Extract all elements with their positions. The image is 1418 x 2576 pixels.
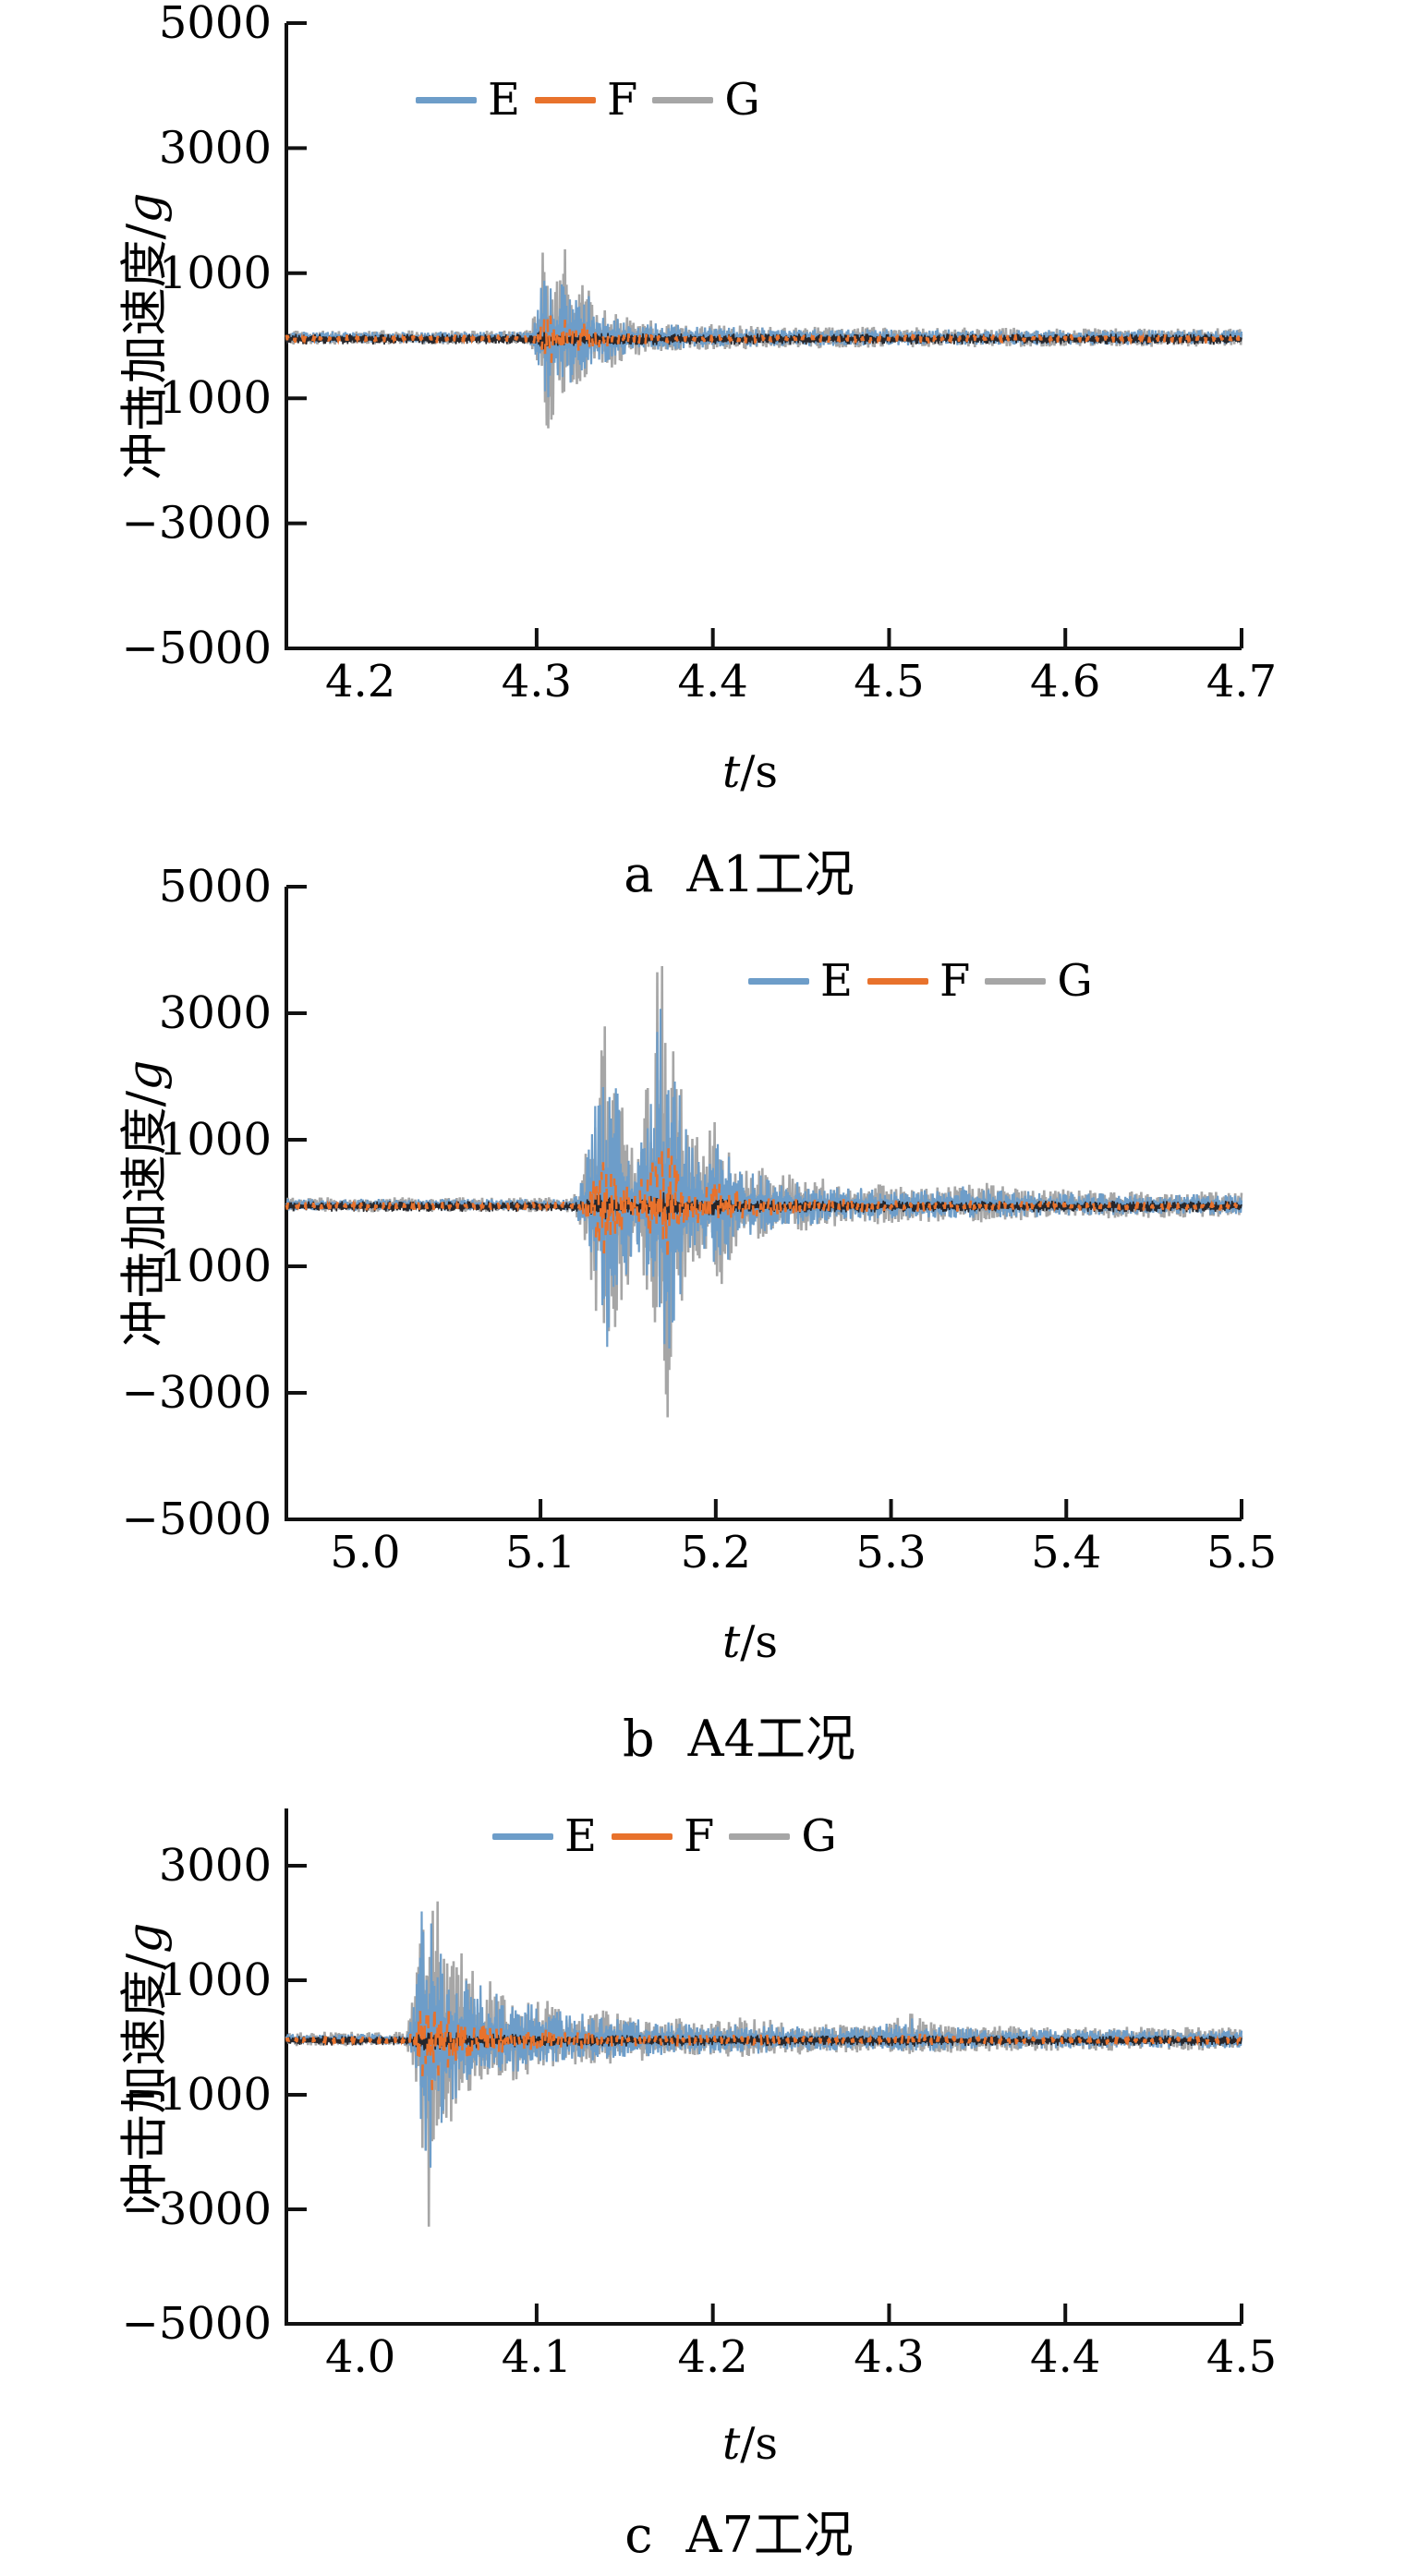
legend-line-F-icon [535,96,597,103]
x-tick-label: 4.2 [325,656,395,707]
legend-label-F: F [607,74,638,126]
y-tick-label: −3000 [122,2183,272,2235]
x-axis-title: t/s [721,746,779,798]
legend-label-F: F [684,1810,715,1862]
legend: E F G [748,955,1108,1007]
legend-line-F-icon [867,977,929,985]
x-axis-title: t/s [721,2418,779,2470]
y-tick-label: 1000 [159,1954,272,2006]
y-tick-label: −3000 [122,498,272,550]
y-tick-label: −1000 [122,2069,272,2121]
x-tick-label: 4.7 [1206,656,1277,707]
x-tick-label: 5.4 [1031,1527,1101,1578]
y-tick-label: 3000 [159,122,272,174]
caption-a: a A1工况 [624,845,854,903]
legend-label-G: G [801,1810,837,1862]
x-tick-label: 4.3 [854,2331,924,2383]
y-tick-label: −1000 [122,372,272,424]
y-tick-label: 1000 [159,248,272,299]
legend-label-E: E [488,74,521,126]
x-tick-label: 4.5 [854,656,924,707]
chart-b: 5000 3000 1000 −1000 −3000 −5000 5.0 5.1 5.2 5.3 5… [122,861,1278,1578]
legend: E F G [416,74,775,126]
y-axis-title: 冲击加速度/g [117,1059,174,1348]
y-tick-label: 5000 [159,861,272,913]
legend-line-E-icon [492,1832,553,1840]
x-tick-label: 4.4 [1030,2331,1100,2383]
x-tick-label: 5.2 [681,1527,751,1578]
y-tick-label: 3000 [159,987,272,1039]
legend-label-G: G [724,74,760,126]
y-axis-title: 冲击加速度/g [117,1922,174,2210]
y-tick-label: 1000 [159,1114,272,1166]
y-axis-title: 冲击加速度/g [117,192,174,480]
legend-label-F: F [939,955,971,1007]
y-tick-label: −5000 [122,2298,272,2350]
y-tick-label: −1000 [122,1240,272,1292]
series-E-path [285,280,1243,398]
x-tick-label: 4.4 [678,656,748,707]
x-tick-label: 5.3 [855,1527,926,1578]
y-tick-label: 5000 [159,0,272,49]
legend-line-G-icon [729,1832,791,1840]
x-tick-label: 4.2 [678,2331,748,2383]
chart-a: 5000 3000 1000 −1000 −3000 −5000 4.2 4.3 4.4 4.5 4… [122,0,1278,707]
legend-line-G-icon [652,96,714,103]
legend-line-E-icon [416,96,477,103]
legend: E F G [492,1810,852,1862]
x-tick-label: 4.1 [502,2331,572,2383]
x-tick-label: 4.3 [502,656,572,707]
legend-line-G-icon [985,977,1047,985]
y-tick-label: −5000 [122,1494,272,1545]
x-tick-label: 4.5 [1206,2331,1277,2383]
series-F-path [285,1140,1243,1273]
x-tick-label: 5.0 [330,1527,400,1578]
y-tick-label: −3000 [122,1367,272,1419]
caption-b: b A4工况 [623,1710,855,1768]
legend-label-G: G [1057,955,1093,1007]
x-tick-label: 5.1 [505,1527,576,1578]
series-E-path [285,1911,1243,2168]
y-tick-label: −5000 [122,623,272,674]
caption-c: c A7工况 [624,2506,854,2564]
legend-label-E: E [564,1810,598,1862]
chart-c: 3000 1000 −1000 −3000 −5000 4.0 4.1 4.2 4.3 4.4 4.… [122,1808,1277,2383]
series-F-path [285,314,1243,363]
series-F-path [285,1995,1243,2090]
series-E-path [285,1009,1243,1349]
legend-line-E-icon [748,977,809,985]
series-G-path [285,965,1243,1418]
y-tick-label: 3000 [159,1840,272,1892]
x-tick-label: 4.6 [1030,656,1100,707]
legend-label-E: E [820,955,854,1007]
legend-line-F-icon [612,1832,673,1840]
x-tick-label: 4.0 [325,2331,395,2383]
x-axis-title: t/s [721,1616,779,1668]
x-tick-label: 5.5 [1206,1527,1277,1578]
